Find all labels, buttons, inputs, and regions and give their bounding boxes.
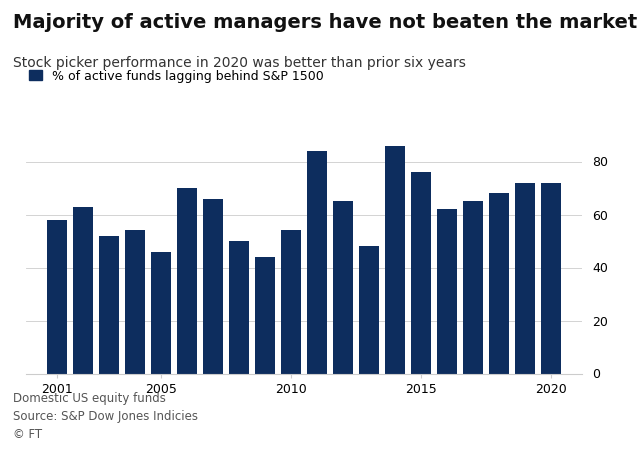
Bar <box>307 151 327 374</box>
Bar <box>490 194 509 374</box>
Bar <box>541 183 561 374</box>
Bar <box>515 183 535 374</box>
Bar <box>281 230 301 374</box>
Bar <box>255 257 275 374</box>
Bar <box>333 201 353 374</box>
Bar <box>99 236 118 374</box>
Bar <box>151 252 171 374</box>
Bar <box>463 201 483 374</box>
Bar <box>412 172 431 374</box>
Bar <box>359 246 379 374</box>
Text: Domestic US equity funds
Source: S&P Dow Jones Indicies
© FT: Domestic US equity funds Source: S&P Dow… <box>13 392 198 441</box>
Bar <box>177 188 196 374</box>
Bar <box>73 207 93 374</box>
Bar <box>47 220 67 374</box>
Bar <box>437 209 457 374</box>
Legend: % of active funds lagging behind S&P 1500: % of active funds lagging behind S&P 150… <box>29 70 323 83</box>
Text: Majority of active managers have not beaten the market since 2013: Majority of active managers have not bea… <box>13 14 640 32</box>
Bar <box>229 241 249 374</box>
Text: Stock picker performance in 2020 was better than prior six years: Stock picker performance in 2020 was bet… <box>13 56 466 70</box>
Bar <box>125 230 145 374</box>
Bar <box>385 146 405 374</box>
Bar <box>203 198 223 374</box>
